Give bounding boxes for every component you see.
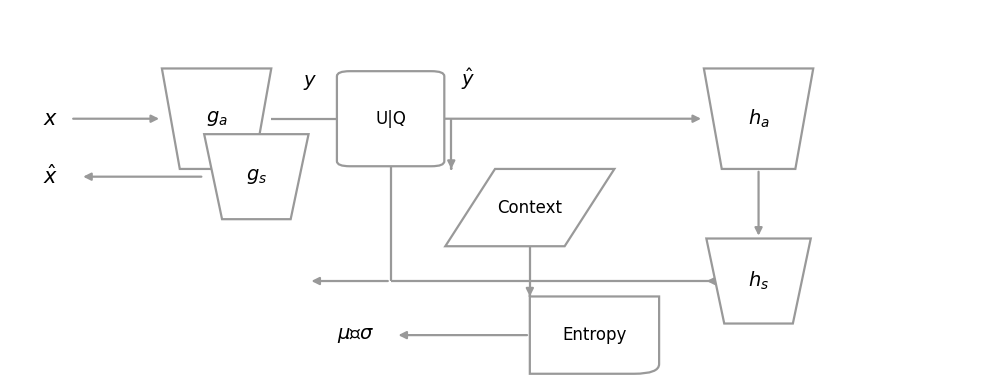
Polygon shape	[706, 238, 811, 323]
Text: $\mu$、$\sigma$: $\mu$、$\sigma$	[337, 326, 374, 345]
Text: Context: Context	[497, 199, 562, 217]
Text: Entropy: Entropy	[562, 326, 627, 344]
Polygon shape	[445, 169, 614, 246]
Text: $g_a$: $g_a$	[206, 109, 227, 128]
Polygon shape	[204, 134, 309, 219]
Text: $h_s$: $h_s$	[748, 270, 769, 292]
FancyBboxPatch shape	[337, 71, 444, 166]
Text: U|Q: U|Q	[375, 110, 406, 128]
Text: $y$: $y$	[303, 73, 318, 92]
PathPatch shape	[530, 296, 659, 374]
Text: $x$: $x$	[43, 109, 58, 129]
Polygon shape	[704, 69, 813, 169]
Text: $g_s$: $g_s$	[246, 167, 267, 186]
Polygon shape	[162, 69, 271, 169]
Text: $\hat{y}$: $\hat{y}$	[461, 66, 475, 92]
Text: $h_a$: $h_a$	[748, 107, 769, 130]
Text: $\hat{x}$: $\hat{x}$	[43, 165, 58, 189]
